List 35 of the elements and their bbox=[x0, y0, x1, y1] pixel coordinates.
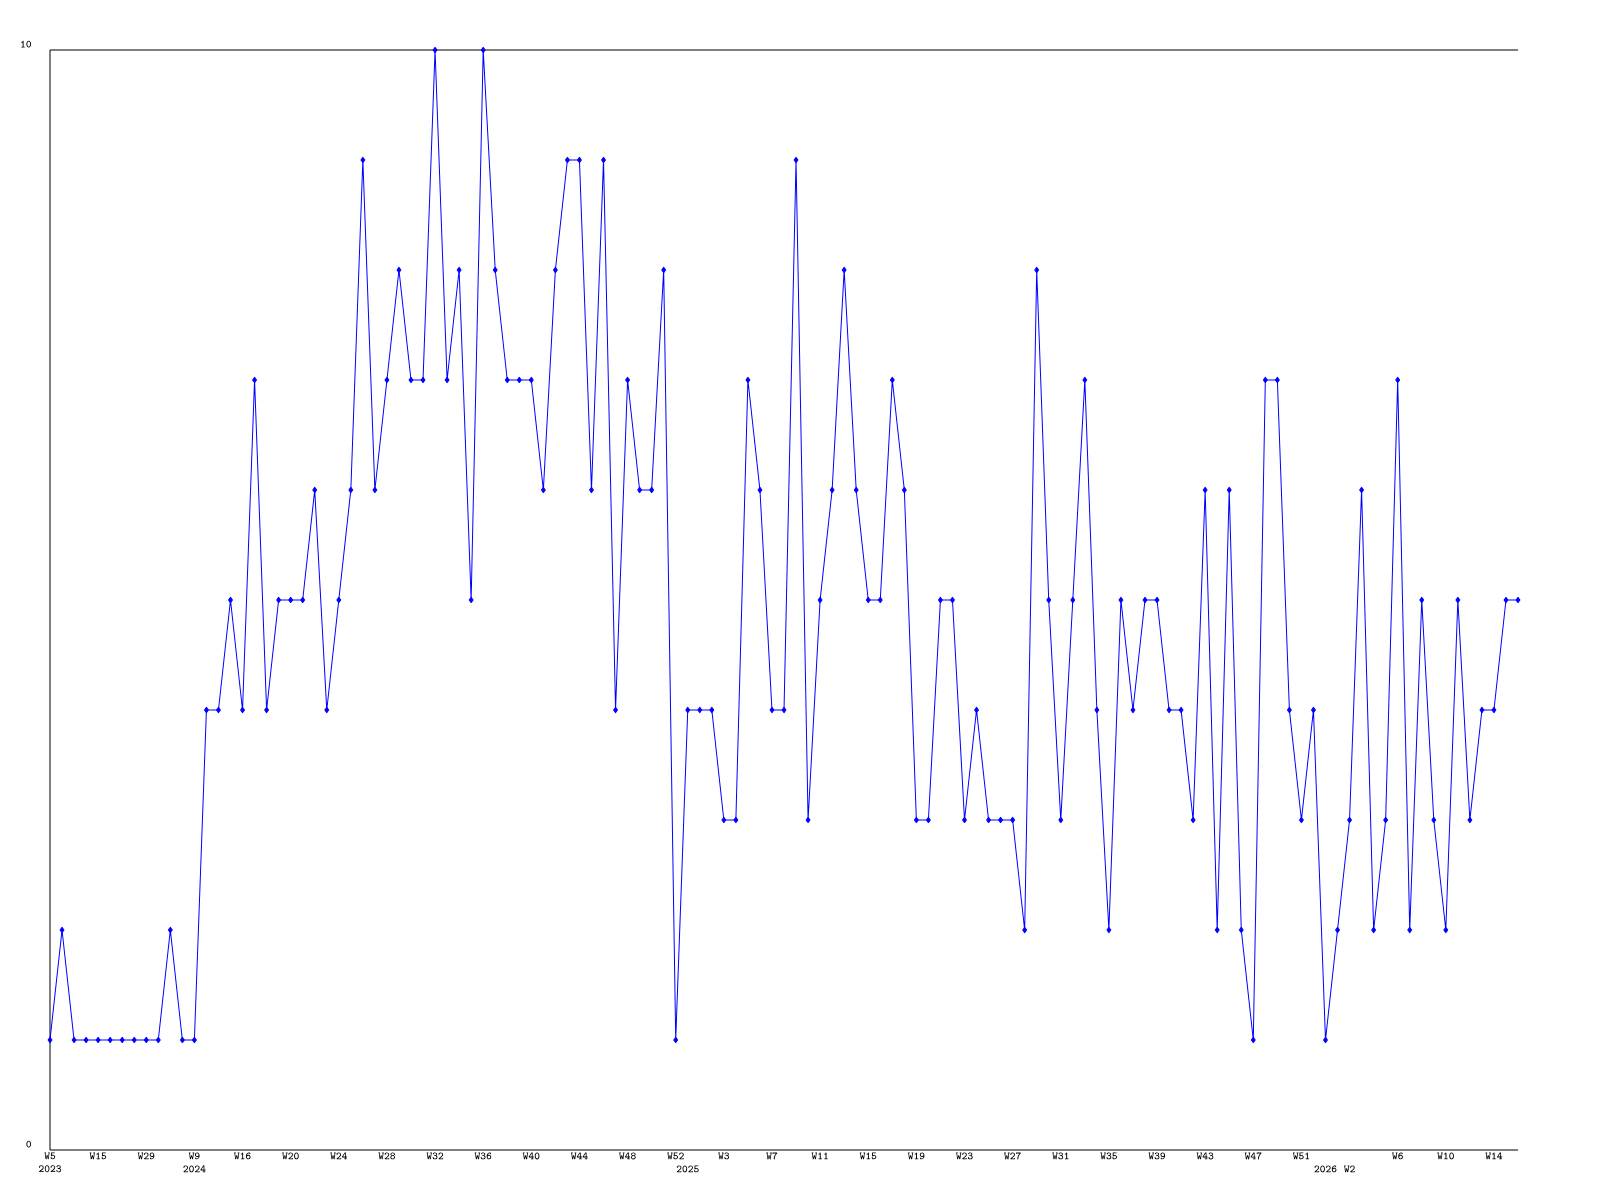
x-tick-label: W16 bbox=[233, 1152, 251, 1160]
x-tick-label: W52 bbox=[667, 1152, 684, 1160]
x-tick-label: W43 bbox=[1196, 1152, 1214, 1160]
x-tick-label: W24 bbox=[330, 1152, 348, 1160]
x-tick-label: W44 bbox=[570, 1152, 588, 1160]
x-tick-label: W14 bbox=[1485, 1152, 1503, 1160]
x-tick-label: W23 bbox=[955, 1152, 973, 1160]
x-tick-label: W20 bbox=[282, 1152, 299, 1160]
x-tick-label: W15 bbox=[89, 1152, 107, 1160]
x-tick-label: W39 bbox=[1148, 1152, 1166, 1160]
x-tick-label: W9 2024 bbox=[183, 1152, 206, 1173]
x-tick-label: W5 2023 bbox=[39, 1152, 62, 1173]
x-tick-label: W47 bbox=[1244, 1152, 1262, 1160]
x-tick-label: W36 bbox=[474, 1152, 492, 1160]
x-tick-label: W11 bbox=[811, 1152, 828, 1160]
x-tick-label: 2025 bbox=[676, 1165, 699, 1173]
x-tick-label: W48 bbox=[619, 1152, 636, 1160]
x-tick-label: W31 bbox=[1052, 1152, 1069, 1160]
y-tick-label: 0 bbox=[26, 1140, 32, 1148]
x-tick-label: W2 bbox=[1343, 1165, 1355, 1173]
x-tick-label: W28 bbox=[378, 1152, 396, 1160]
x-tick-label: W19 bbox=[907, 1152, 925, 1160]
x-tick-label: W32 bbox=[426, 1152, 444, 1160]
x-tick-label: W3 bbox=[718, 1152, 730, 1160]
x-tick-label: W40 bbox=[522, 1152, 540, 1160]
x-tick-label: W29 bbox=[137, 1152, 155, 1160]
x-tick-label: 2026 bbox=[1314, 1165, 1337, 1173]
x-tick-label: W35 bbox=[1100, 1152, 1117, 1160]
x-tick-label: W7 bbox=[766, 1152, 778, 1160]
x-tick-label: W15 bbox=[859, 1152, 877, 1160]
x-tick-label: W6 bbox=[1392, 1152, 1403, 1160]
x-tick-label: W51 bbox=[1292, 1152, 1310, 1160]
x-tick-label: W27 bbox=[1004, 1152, 1021, 1160]
x-tick-label: W10 bbox=[1437, 1152, 1454, 1160]
y-tick-label: 10 bbox=[21, 40, 32, 48]
